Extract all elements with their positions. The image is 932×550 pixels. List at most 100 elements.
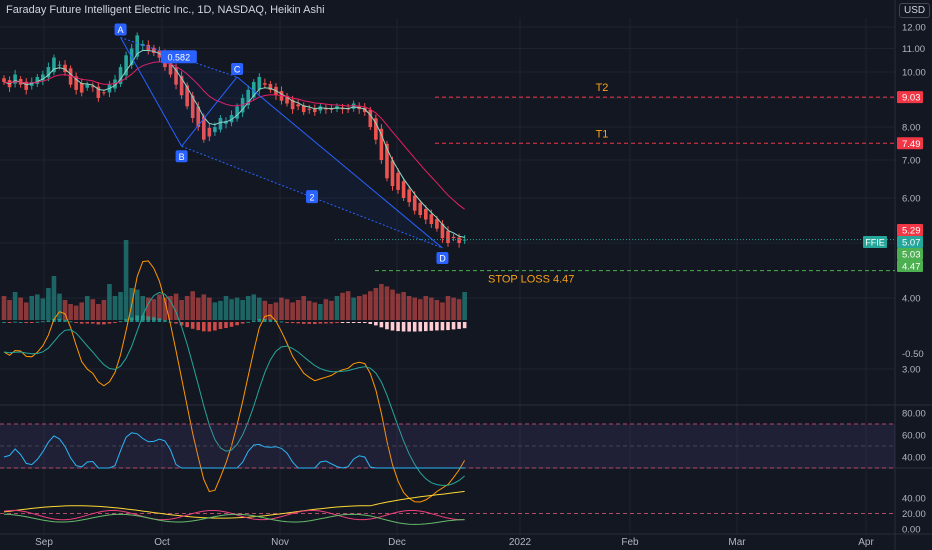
candle	[351, 103, 356, 109]
price-tick-label: 3.00	[902, 365, 921, 376]
volume-bar	[417, 299, 423, 320]
candle	[457, 237, 461, 243]
volume-bar	[35, 294, 40, 320]
candle	[396, 172, 400, 190]
candle	[207, 127, 212, 137]
macd-hist-bar	[229, 322, 234, 327]
candle	[190, 95, 195, 118]
volume-bar	[406, 296, 412, 320]
volume-bar	[151, 299, 157, 320]
macd-hist-bar	[41, 321, 45, 323]
macd-hist-bar	[196, 322, 201, 331]
ticker-tag	[863, 236, 887, 248]
macd-hist-bar	[224, 322, 228, 329]
pattern-leg	[236, 76, 443, 249]
macd-hist-bar	[251, 320, 256, 322]
price-tick-label: 11.00	[902, 44, 925, 55]
price-tick-label: 6.00	[902, 194, 921, 205]
volume-bar	[423, 296, 429, 320]
volume-bar	[340, 292, 345, 320]
macd-hist-bar	[429, 322, 434, 331]
macd-hist-bar	[401, 322, 406, 332]
volume-bar	[195, 297, 201, 320]
macd-hist-bar	[424, 322, 428, 332]
volume-bar	[362, 294, 368, 320]
macd-hist-bar	[313, 322, 317, 324]
dmi-tick-label: 40.00	[902, 494, 926, 505]
volume-bar	[157, 294, 162, 320]
volume-bar	[190, 291, 195, 320]
macd-hist-bar	[440, 322, 445, 331]
volume-bar	[134, 289, 140, 320]
price-stop-tag	[897, 260, 923, 272]
chart-title: Faraday Future Intelligent Electric Inc.…	[6, 4, 325, 16]
time-tick-label: Dec	[388, 537, 406, 548]
macd-hist-bar	[257, 319, 262, 322]
candle	[424, 208, 428, 220]
macd-hist-bar	[118, 321, 123, 323]
price-close-tag	[897, 248, 923, 260]
macd-hist-bar	[207, 322, 212, 332]
candle	[429, 214, 434, 225]
candle	[296, 104, 300, 107]
price-stop-value: 4.47	[902, 262, 921, 273]
rsi-tick-label: 40.00	[902, 453, 926, 464]
macd-hist-bar	[85, 322, 90, 324]
volume-bar	[268, 304, 273, 320]
pattern-leg	[120, 37, 183, 147]
volume-bar	[334, 296, 340, 320]
pattern-point-label: C	[234, 64, 241, 74]
volume-bar	[212, 302, 218, 320]
macd-hist-bar	[285, 322, 289, 323]
rsi-line	[3, 432, 465, 469]
macd-hist-bar	[263, 319, 267, 322]
candle	[407, 189, 411, 203]
volume-bar	[207, 297, 212, 320]
volume-bar	[23, 302, 29, 320]
ratio-label: 2	[310, 193, 315, 203]
volume-bar	[323, 299, 329, 320]
dmi-tick-label: 0.00	[902, 525, 921, 536]
candle	[374, 118, 378, 140]
candle	[96, 86, 101, 98]
volume-bar	[112, 296, 118, 320]
pattern-point-label: B	[179, 152, 185, 162]
currency-button[interactable]: USD	[899, 3, 931, 18]
candle	[412, 195, 417, 211]
volume-bar	[140, 296, 146, 320]
volume-bar	[179, 300, 184, 320]
macd-hist-bar	[457, 322, 461, 329]
macd-hist-bar	[35, 321, 40, 323]
candle	[213, 127, 217, 133]
candle	[290, 99, 295, 110]
candle	[35, 76, 40, 84]
di-minus-line	[3, 513, 465, 525]
volume-bar	[7, 300, 12, 320]
volume-bar	[412, 297, 417, 320]
macd-hist-bar	[107, 322, 112, 324]
t2-label: T2	[596, 82, 609, 94]
macd-hist-bar	[124, 319, 128, 322]
macd-hist-bar	[163, 320, 167, 322]
price-tick-label: 7.00	[902, 155, 921, 166]
volume-bar	[29, 296, 35, 320]
pattern-point-label: D	[439, 253, 446, 263]
volume-bar	[201, 294, 207, 320]
macd-hist-bar	[68, 321, 73, 323]
macd-line	[3, 291, 465, 486]
volume-bar	[306, 300, 312, 320]
pattern-point-label: A	[118, 25, 124, 35]
macd-hist-bar	[240, 322, 245, 324]
candle	[196, 106, 201, 128]
candle	[135, 35, 139, 57]
macd-hist-bar	[307, 322, 312, 324]
macd-hist-bar	[24, 322, 28, 323]
volume-bar	[12, 292, 18, 320]
candle	[313, 108, 317, 113]
candle	[146, 44, 151, 51]
volume-bar	[295, 300, 301, 320]
candle	[418, 203, 423, 216]
price-t2-tag	[897, 91, 923, 104]
macd-hist-bar	[379, 322, 384, 328]
